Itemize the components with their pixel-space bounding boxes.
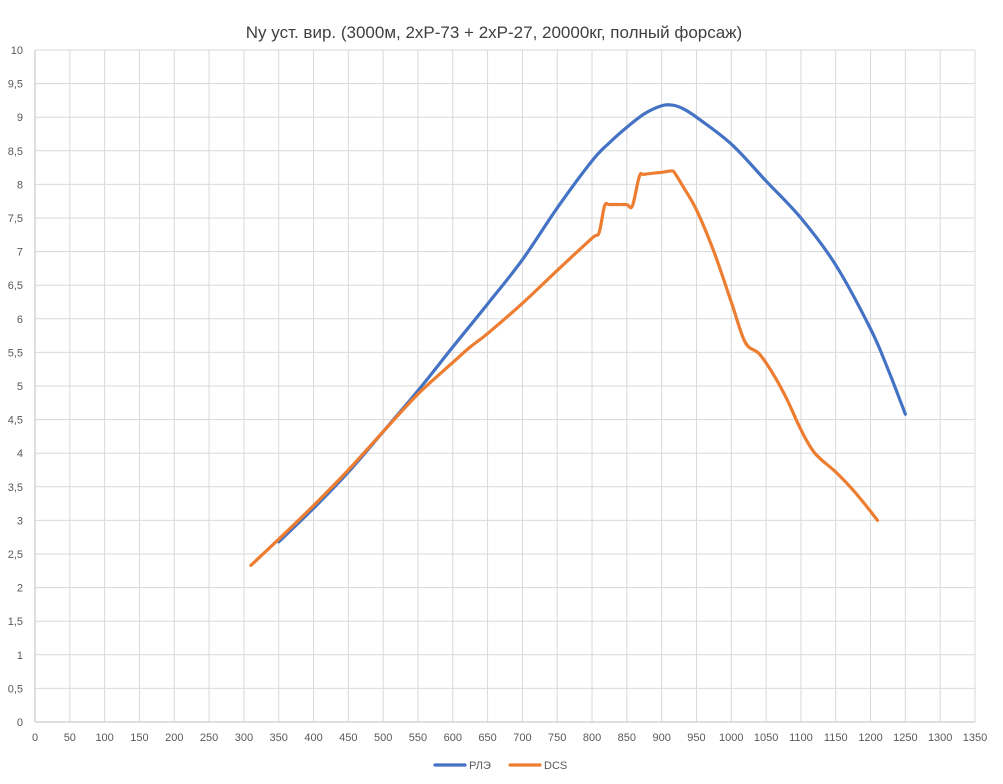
series-line-2: [249, 169, 880, 568]
series-line-1: [277, 103, 907, 544]
x-tick-label: 800: [583, 732, 601, 744]
y-tick-label: 6,5: [8, 280, 23, 292]
x-tick-label: 100: [95, 732, 113, 744]
y-tick-label: 3: [17, 515, 23, 527]
y-tick-label: 7,5: [8, 213, 23, 225]
y-tick-label: 9,5: [8, 79, 23, 91]
y-tick-label: 7: [17, 247, 23, 259]
x-tick-label: 300: [235, 732, 253, 744]
x-tick-label: 1050: [754, 732, 778, 744]
y-tick-label: 1,5: [8, 616, 23, 628]
y-tick-label: 1: [17, 650, 23, 662]
x-tick-label: 700: [513, 732, 531, 744]
x-tick-label: 950: [687, 732, 705, 744]
x-tick-label: 400: [304, 732, 322, 744]
x-tick-label: 1000: [719, 732, 743, 744]
x-tick-label: 250: [200, 732, 218, 744]
legend-label: DCS: [544, 760, 567, 772]
chart-title: Ny уст. вир. (3000м, 2хР-73 + 2хР-27, 20…: [246, 23, 742, 42]
y-tick-label: 9: [17, 112, 23, 124]
x-tick-label: 1250: [893, 732, 917, 744]
x-tick-label: 200: [165, 732, 183, 744]
axes: 0 50 100 150 200 250 300 350 400 450 500 550 600 650 7…: [8, 45, 988, 744]
x-tick-label: 600: [444, 732, 462, 744]
y-tick-label: 6: [17, 314, 23, 326]
y-tick-label: 8,5: [8, 146, 23, 158]
x-tick-label: 500: [374, 732, 392, 744]
y-tick-label: 0,5: [8, 683, 23, 695]
x-tick-label: 1200: [858, 732, 882, 744]
x-tick-label: 0: [32, 732, 38, 744]
y-tick-label: 4,5: [8, 415, 23, 427]
grid-lines: [35, 49, 976, 722]
x-tick-label: 1300: [928, 732, 952, 744]
x-tick-label: 450: [339, 732, 357, 744]
y-tick-label: 3,5: [8, 482, 23, 494]
y-tick-label: 2,5: [8, 549, 23, 561]
y-tick-label: 10: [11, 45, 23, 57]
x-tick-label: 550: [409, 732, 427, 744]
x-tick-label: 900: [652, 732, 670, 744]
series-lines: [249, 103, 907, 568]
x-tick-label: 1350: [963, 732, 987, 744]
legend-item-2: DCS: [508, 760, 567, 772]
x-tick-label: 350: [270, 732, 288, 744]
x-tick-label: 1100: [789, 732, 813, 744]
x-tick-label: 750: [548, 732, 566, 744]
y-tick-label: 0: [17, 717, 23, 729]
y-tick-label: 8: [17, 179, 23, 191]
x-tick-label: 850: [618, 732, 636, 744]
legend: РЛЭ DCS: [433, 760, 567, 772]
y-tick-label: 5: [17, 381, 23, 393]
y-tick-label: 4: [17, 448, 23, 460]
x-tick-label: 650: [478, 732, 496, 744]
legend-item-1: РЛЭ: [433, 760, 491, 772]
y-tick-label: 2: [17, 583, 23, 595]
x-tick-label: 1150: [824, 732, 848, 744]
x-tick-label: 150: [130, 732, 148, 744]
y-tick-label: 5,5: [8, 347, 23, 359]
x-tick-label: 50: [64, 732, 76, 744]
legend-label: РЛЭ: [469, 760, 491, 772]
